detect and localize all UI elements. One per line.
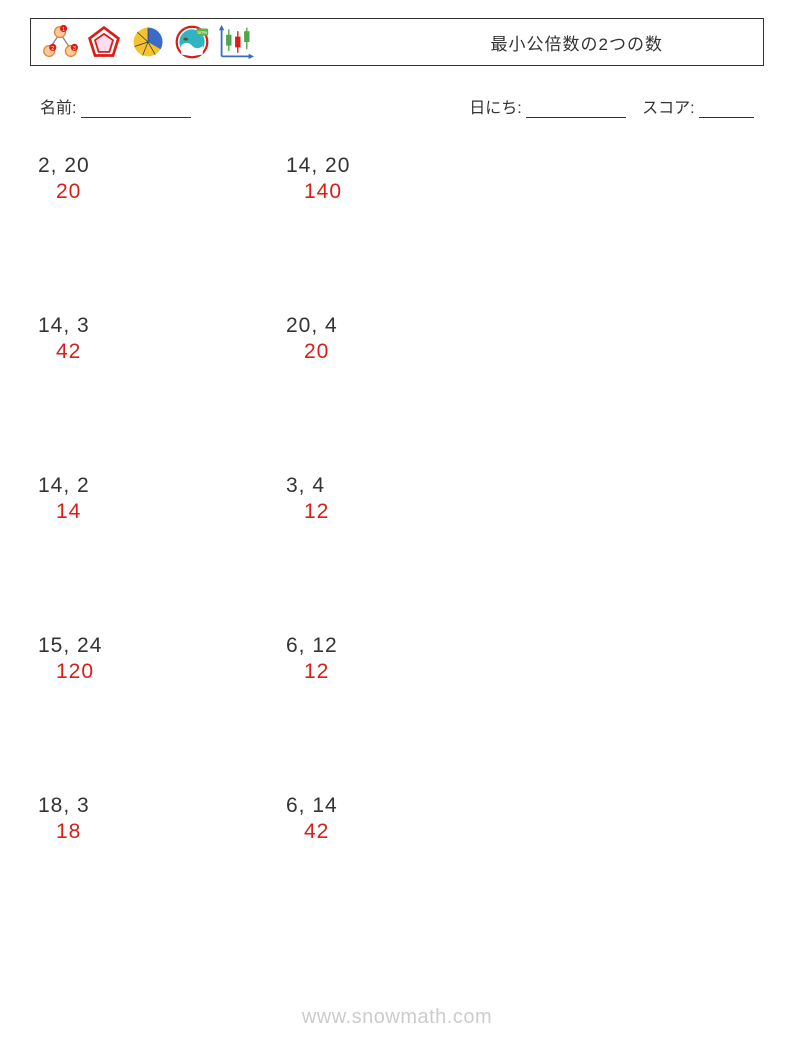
svg-text:1: 1 — [62, 27, 65, 33]
date-label: 日にち: — [469, 100, 521, 117]
candlestick-chart-icon — [217, 23, 255, 61]
problem-item: 6, 1212 — [286, 634, 524, 684]
info-row: 名前: 日にち: スコア: — [30, 94, 764, 118]
header-box: 1 2 3 — [30, 18, 764, 66]
problem-nums: 3, 4 — [286, 474, 524, 498]
problems-grid: 2, 2020 14, 20140 14, 342 20, 420 14, 21… — [30, 154, 764, 844]
problem-nums: 14, 3 — [38, 314, 276, 338]
name-field: 名前: — [40, 94, 191, 118]
watermark: www.snowmath.com — [302, 1006, 492, 1029]
score-blank — [699, 102, 754, 118]
problem-answer: 14 — [38, 500, 276, 524]
problem-item: 3, 412 — [286, 474, 524, 524]
problem-item: 14, 214 — [38, 474, 276, 524]
problem-nums: 6, 14 — [286, 794, 524, 818]
problem-nums: 18, 3 — [38, 794, 276, 818]
problem-item: 2, 2020 — [38, 154, 276, 204]
problem-item: 18, 318 — [38, 794, 276, 844]
problem-item: 6, 1442 — [286, 794, 524, 844]
svg-text:2: 2 — [51, 46, 54, 52]
problem-nums: 14, 20 — [286, 154, 524, 178]
problem-answer: 20 — [286, 340, 524, 364]
problem-answer: 120 — [38, 660, 276, 684]
pie-chart-icon — [129, 23, 167, 61]
problem-nums: 14, 2 — [38, 474, 276, 498]
problem-nums: 2, 20 — [38, 154, 276, 178]
problem-nums: 20, 4 — [286, 314, 524, 338]
globe-icon: 50% — [173, 23, 211, 61]
score-field: スコア: — [642, 94, 754, 118]
problem-nums: 6, 12 — [286, 634, 524, 658]
problem-item: 15, 24120 — [38, 634, 276, 684]
pentagon-icon — [85, 23, 123, 61]
name-label: 名前: — [40, 100, 76, 117]
icon-row: 1 2 3 — [41, 23, 255, 61]
date-blank — [526, 102, 626, 118]
problem-item: 14, 342 — [38, 314, 276, 364]
problem-nums: 15, 24 — [38, 634, 276, 658]
problem-item: 14, 20140 — [286, 154, 524, 204]
problem-item: 20, 420 — [286, 314, 524, 364]
problem-answer: 140 — [286, 180, 524, 204]
name-blank — [81, 102, 191, 118]
score-label: スコア: — [642, 100, 694, 117]
page-title: 最小公倍数の2つの数 — [491, 30, 753, 55]
date-field: 日にち: — [469, 94, 626, 118]
problem-answer: 12 — [286, 500, 524, 524]
problem-answer: 42 — [38, 340, 276, 364]
tree-diagram-icon: 1 2 3 — [41, 23, 79, 61]
problem-answer: 42 — [286, 820, 524, 844]
svg-text:3: 3 — [73, 46, 76, 52]
problem-answer: 18 — [38, 820, 276, 844]
problem-answer: 12 — [286, 660, 524, 684]
problem-answer: 20 — [38, 180, 276, 204]
svg-text:50%: 50% — [197, 30, 207, 36]
